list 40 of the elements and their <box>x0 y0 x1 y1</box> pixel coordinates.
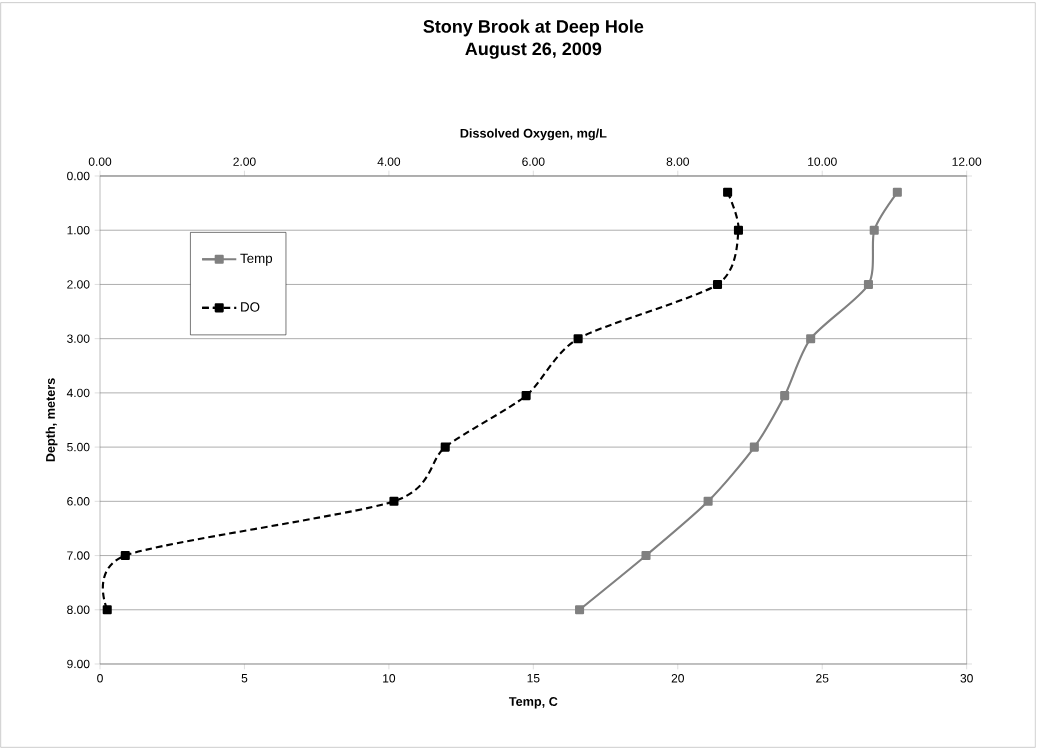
x2-tick-label: 10.00 <box>808 157 837 166</box>
y-axis-title: Depth, meters <box>45 378 58 462</box>
legend-label: Temp <box>240 253 273 266</box>
y-tick-label: 9.00 <box>67 659 90 669</box>
x-tick-label: 5 <box>241 674 248 683</box>
legend-label: DO <box>241 302 260 312</box>
x2-tick-label: 6.00 <box>522 157 545 166</box>
y-tick-label: 6.00 <box>67 497 90 506</box>
x-tick-label: 15 <box>527 674 540 683</box>
x-axis-title: Temp, C <box>508 697 558 709</box>
y-tick-label: 3.00 <box>67 334 90 343</box>
x-tick-label: 30 <box>960 674 973 683</box>
y-tick-label: 7.00 <box>67 551 90 560</box>
y-tick-label: 2.00 <box>67 280 90 289</box>
point <box>641 551 651 561</box>
point <box>863 279 873 289</box>
x2-tick-label: 4.00 <box>377 157 401 166</box>
x2-tick-label: 0.00 <box>88 157 112 166</box>
x2-tick-label: 2.00 <box>233 157 256 166</box>
point <box>749 442 759 452</box>
point <box>806 334 816 344</box>
x-tick-label: 20 <box>671 674 684 683</box>
x2-axis-title: Dissolved Oxygen, mg/L <box>460 128 607 141</box>
point <box>869 225 879 235</box>
x2-tick-label: 8.00 <box>666 157 689 166</box>
y-tick-label: 1.00 <box>67 225 90 235</box>
x2-tick-label: 12.00 <box>952 157 982 166</box>
chart-subtitle: August 26, 2009 <box>465 42 602 59</box>
point <box>892 187 902 197</box>
y-tick-label: 0.00 <box>67 171 90 181</box>
y-tick-label: 8.00 <box>67 605 90 615</box>
y-tick-label: 5.00 <box>67 442 90 452</box>
point <box>780 391 790 401</box>
chart-title: Stony Brook at Deep Hole <box>423 19 644 37</box>
x-tick-label: 0 <box>97 674 103 683</box>
y-tick-label: 4.00 <box>66 388 90 398</box>
point <box>703 496 713 506</box>
point <box>575 605 585 615</box>
x-tick-label: 25 <box>816 674 829 683</box>
x-tick-label: 10 <box>383 674 396 683</box>
